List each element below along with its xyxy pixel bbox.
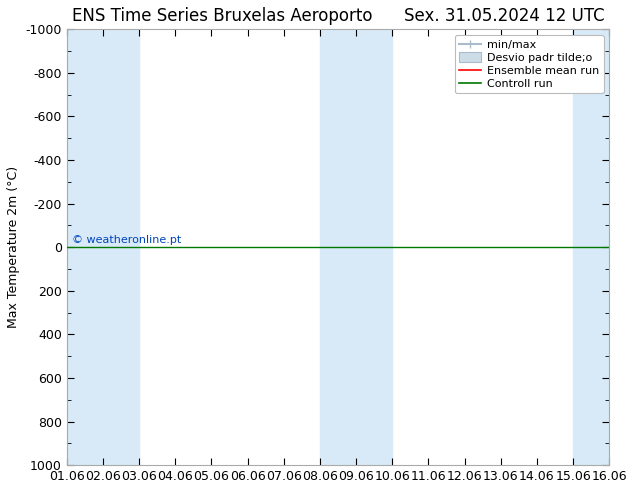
Text: © weatheronline.pt: © weatheronline.pt	[72, 235, 181, 245]
Bar	[320, 29, 392, 465]
Legend: min/max, Desvio padr tilde;o, Ensemble mean run, Controll run: min/max, Desvio padr tilde;o, Ensemble m…	[455, 35, 604, 94]
Bar	[67, 29, 139, 465]
Y-axis label: Max Temperature 2m (°C): Max Temperature 2m (°C)	[7, 166, 20, 328]
Title: ENS Time Series Bruxelas Aeroporto      Sex. 31.05.2024 12 UTC: ENS Time Series Bruxelas Aeroporto Sex. …	[72, 7, 604, 25]
Bar	[573, 29, 634, 465]
